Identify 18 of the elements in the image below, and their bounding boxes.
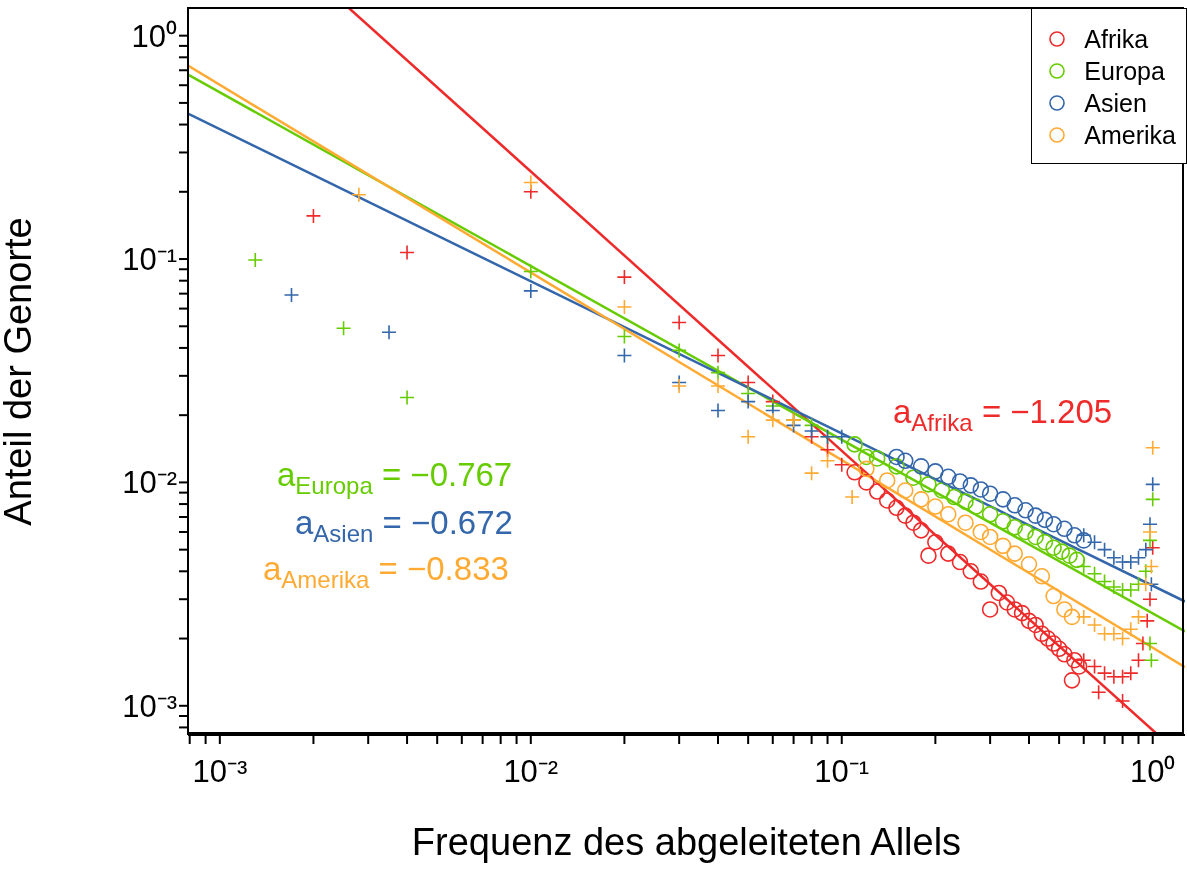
x-axis-title: Frequenz des abgeleiteten Allels bbox=[411, 821, 962, 863]
legend-label: Europa bbox=[1084, 56, 1165, 87]
legend-label: Asien bbox=[1084, 88, 1147, 119]
annotation: a$_{Europa}$ = −0.767 bbox=[277, 455, 513, 501]
legend-label: Afrika bbox=[1084, 24, 1149, 55]
x-tick-label: 10⁻³ bbox=[192, 754, 248, 790]
y-tick-label: 10⁻² bbox=[122, 465, 177, 501]
y-tick-label: 10⁻³ bbox=[122, 688, 177, 724]
y-tick-label: 10⁰ bbox=[131, 18, 177, 54]
y-tick-label: 10⁻¹ bbox=[122, 242, 177, 278]
annotation: a$_{Amerika}$ = −0.833 bbox=[263, 549, 509, 595]
x-tick-label: 10⁻¹ bbox=[814, 754, 870, 790]
x-tick-label: 10⁻² bbox=[503, 754, 559, 790]
annotation: a$_{Afrika}$ = −1.205 bbox=[893, 392, 1113, 438]
annotation: a$_{Asien}$ = −0.672 bbox=[295, 504, 513, 547]
y-axis-title: Anteil der Genorte bbox=[0, 217, 40, 526]
x-tick-label: 10⁰ bbox=[1129, 754, 1176, 790]
legend-label: Amerika bbox=[1084, 120, 1176, 151]
